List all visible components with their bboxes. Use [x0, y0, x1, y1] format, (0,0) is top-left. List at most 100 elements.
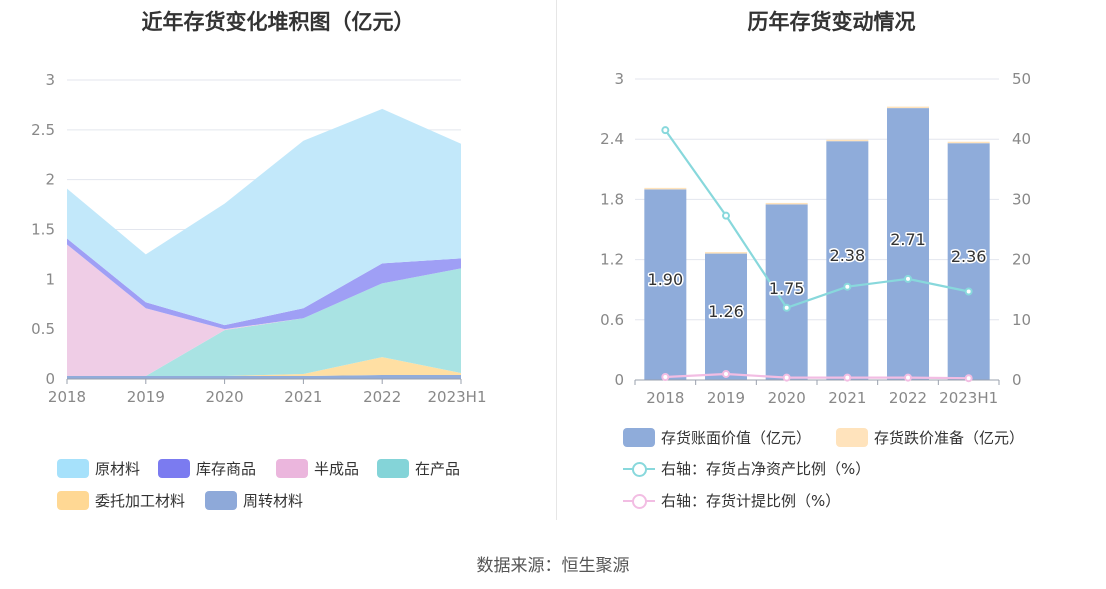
right-legend-item[interactable]: 存货跌价准备（亿元）	[836, 427, 1024, 448]
left-y-tick-label: 2.5	[31, 121, 55, 139]
legend-label: 周转材料	[243, 492, 304, 510]
legend-swatch	[205, 491, 237, 510]
right-y-right-tick-label: 10	[1012, 311, 1031, 329]
line-point	[661, 372, 670, 381]
bar-data-label: 1.90	[648, 270, 684, 289]
area-series-2	[67, 268, 461, 377]
inventory-value-bar	[765, 204, 808, 380]
left-x-tick-label: 2021	[284, 388, 322, 406]
left-legend-item[interactable]: 库存商品	[158, 458, 256, 479]
legend-label: 半成品	[314, 460, 360, 478]
left-x-tick-label: 2022	[363, 388, 401, 406]
bar-data-label: 1.26	[708, 302, 744, 321]
bar-data-label: 2.36	[951, 247, 987, 266]
left-y-tick-label: 1	[45, 270, 55, 288]
left-legend-item[interactable]: 原材料	[57, 458, 140, 479]
right-legend-item[interactable]: 右轴：存货计提比例（%）	[623, 490, 840, 511]
left-y-tick-label: 1.5	[31, 221, 55, 239]
left-x-tick-label: 2020	[206, 388, 244, 406]
left-x-tick-label: 2018	[48, 388, 86, 406]
inventory-stacked-area-chart: 近年存货变化堆积图（亿元） 0 0.5 1 1.5 2 2.5 3 2018 2019 2020 2…	[0, 0, 556, 520]
right-chart-title: 历年存货变动情况	[747, 10, 916, 34]
line-point	[722, 211, 730, 220]
legend-swatch	[377, 459, 409, 478]
legend-swatch	[623, 459, 655, 478]
legend-swatch	[276, 459, 308, 478]
right-x-tick-label: 2023H1	[939, 389, 998, 407]
line-point	[843, 282, 852, 291]
line-point	[782, 373, 791, 382]
left-legend-item[interactable]: 半成品	[276, 458, 359, 479]
area-series-1	[67, 357, 461, 377]
line-point	[904, 373, 912, 382]
right-x-tick-label: 2019	[707, 389, 745, 407]
left-chart-legend: 原材料 库存商品 半成品 在产品委托加工材料 周转材料	[0, 0, 556, 520]
inventory-value-bar	[644, 189, 687, 380]
legend-swatch	[158, 459, 190, 478]
left-chart-svg: 0 0.5 1 1.5 2 2.5 3 2018 2019 2020 2021 2022 2023H1	[31, 71, 487, 406]
right-y-right-tick-label: 40	[1012, 130, 1031, 148]
legend-label: 右轴：存货计提比例（%）	[661, 492, 841, 510]
right-y-left-tick-label: 1.2	[600, 251, 624, 269]
area-series-5	[67, 108, 461, 326]
right-y-left-tick-label: 1.8	[600, 190, 624, 208]
legend-label: 在产品	[415, 460, 461, 478]
area-series-3	[67, 244, 461, 377]
inventory-value-bar	[947, 143, 990, 380]
legend-swatch	[57, 459, 89, 478]
legend-label: 原材料	[95, 460, 141, 478]
data-source-caption: 数据来源：恒生聚源	[476, 556, 630, 576]
line-series-1	[665, 372, 969, 380]
impairment-provision-bar	[765, 202, 808, 205]
right-y-right-tick-label: 30	[1012, 190, 1031, 208]
legend-line-marker	[632, 462, 647, 477]
right-x-tick-label: 2020	[768, 389, 806, 407]
impairment-provision-bar	[705, 252, 747, 254]
legend-label: 委托加工材料	[95, 492, 186, 510]
right-legend-item[interactable]: 右轴：存货占净资产比例（%）	[623, 458, 870, 479]
legend-label: 右轴：存货占净资产比例（%）	[661, 460, 871, 478]
inventory-value-bar	[887, 108, 929, 380]
bar-data-label: 1.75	[769, 279, 805, 298]
impairment-provision-bar	[644, 187, 687, 190]
bar-data-label: 2.71	[890, 230, 926, 249]
panel-divider	[556, 0, 557, 520]
legend-swatch	[57, 491, 89, 510]
line-series-0	[664, 129, 969, 310]
legend-swatch	[836, 428, 868, 447]
legend-swatch	[623, 491, 655, 510]
line-point	[904, 274, 912, 283]
bar-data-label: 2.38	[830, 246, 866, 265]
impairment-provision-bar	[826, 139, 869, 142]
right-y-right-tick-label: 20	[1012, 251, 1031, 269]
right-x-tick-label: 2022	[889, 389, 927, 407]
line-point	[722, 369, 730, 378]
legend-line-marker	[632, 494, 647, 509]
left-y-tick-label: 0	[45, 370, 55, 388]
legend-label: 库存商品	[196, 460, 257, 478]
right-x-tick-label: 2018	[646, 389, 684, 407]
left-chart-title: 近年存货变化堆积图（亿元）	[141, 10, 415, 34]
inventory-value-bar	[826, 141, 869, 380]
legend-label: 存货账面价值（亿元）	[661, 429, 812, 447]
left-y-tick-label: 0.5	[31, 320, 55, 338]
left-legend-item[interactable]: 周转材料	[205, 490, 303, 511]
left-x-tick-label: 2019	[127, 388, 165, 406]
line-point	[782, 303, 791, 312]
right-y-right-tick-label: 50	[1012, 70, 1031, 88]
left-y-tick-label: 3	[45, 71, 55, 89]
left-legend-item[interactable]: 委托加工材料	[57, 490, 185, 511]
right-x-tick-label: 2021	[828, 389, 866, 407]
line-point	[964, 374, 973, 383]
left-legend-item[interactable]: 在产品	[377, 458, 460, 479]
line-point	[843, 373, 852, 382]
line-point	[964, 287, 973, 296]
right-legend-item[interactable]: 存货账面价值（亿元）	[623, 427, 811, 448]
right-y-left-tick-label: 0.6	[600, 311, 624, 329]
legend-label: 存货跌价准备（亿元）	[874, 429, 1025, 447]
right-y-right-tick-label: 0	[1012, 371, 1022, 389]
left-x-tick-label: 2023H1	[428, 388, 487, 406]
inventory-bar-line-chart: 历年存货变动情况 0 0.6 1.2 1.8 2.4 3 0 10 20 30 40 50 2018 20…	[557, 0, 1106, 520]
inventory-value-bar	[705, 253, 747, 380]
